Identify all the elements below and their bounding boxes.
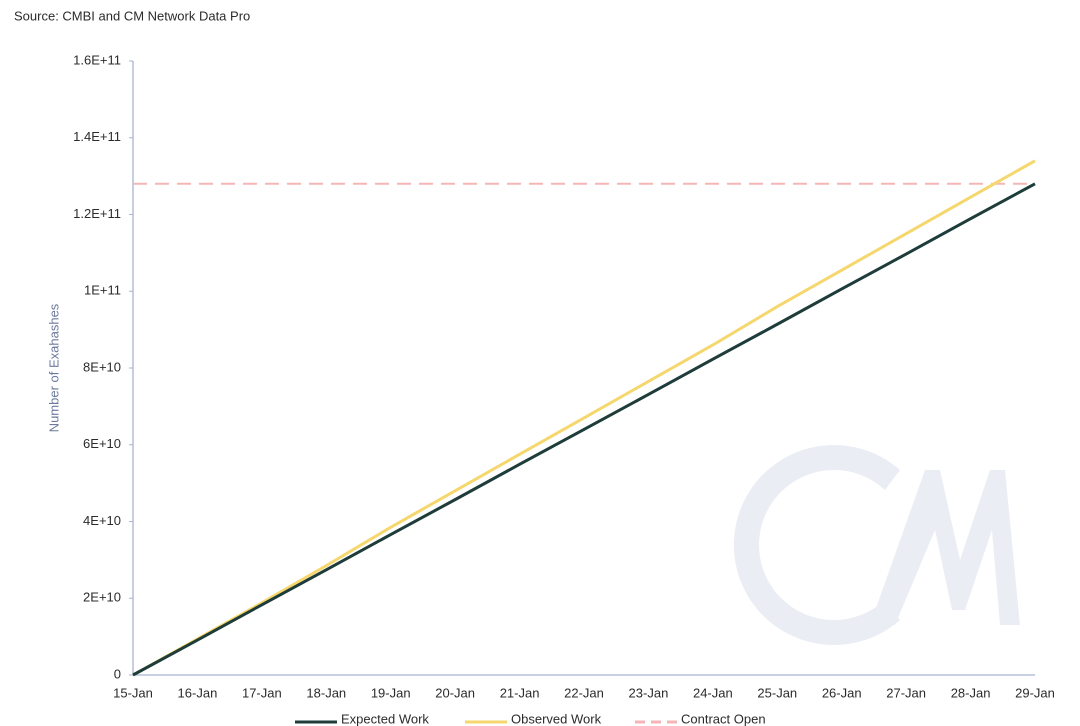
y-tick-label: 6E+10	[83, 436, 121, 451]
x-tick-label: 29-Jan	[1015, 685, 1055, 700]
x-tick-label: 23-Jan	[629, 685, 669, 700]
x-tick-label: 15-Jan	[113, 685, 153, 700]
x-tick-label: 28-Jan	[951, 685, 991, 700]
legend-label: Observed Work	[511, 711, 602, 726]
x-tick-label: 19-Jan	[371, 685, 411, 700]
legend-label: Contract Open	[681, 711, 766, 726]
x-tick-label: 25-Jan	[757, 685, 797, 700]
x-tick-label: 26-Jan	[822, 685, 862, 700]
line-series	[132, 159, 1036, 677]
y-tick-label: 2E+10	[83, 590, 121, 605]
x-tick-label: 22-Jan	[564, 685, 604, 700]
source-note: Source: CMBI and CM Network Data Pro	[14, 8, 250, 23]
watermark	[733, 445, 1020, 645]
y-tick-label: 8E+10	[83, 359, 121, 374]
y-tick-label: 4E+10	[83, 513, 121, 528]
y-tick-label: 1E+11	[84, 283, 121, 298]
x-tick-label: 18-Jan	[306, 685, 346, 700]
y-tick-label: 1.2E+11	[73, 206, 121, 221]
x-tick-label: 21-Jan	[500, 685, 540, 700]
y-tick-label: 0	[114, 666, 121, 681]
x-tick-label: 17-Jan	[242, 685, 282, 700]
line-series	[132, 182, 1036, 677]
x-tick-label: 27-Jan	[886, 685, 926, 700]
x-tick-label: 24-Jan	[693, 685, 733, 700]
x-tick-label: 20-Jan	[435, 685, 475, 700]
x-tick-label: 16-Jan	[178, 685, 218, 700]
y-tick-label: 1.6E+11	[73, 52, 121, 67]
y-axis-title: Number of Exahashes	[46, 303, 61, 432]
y-tick-label: 1.4E+11	[73, 129, 121, 144]
legend-label: Expected Work	[341, 711, 429, 726]
